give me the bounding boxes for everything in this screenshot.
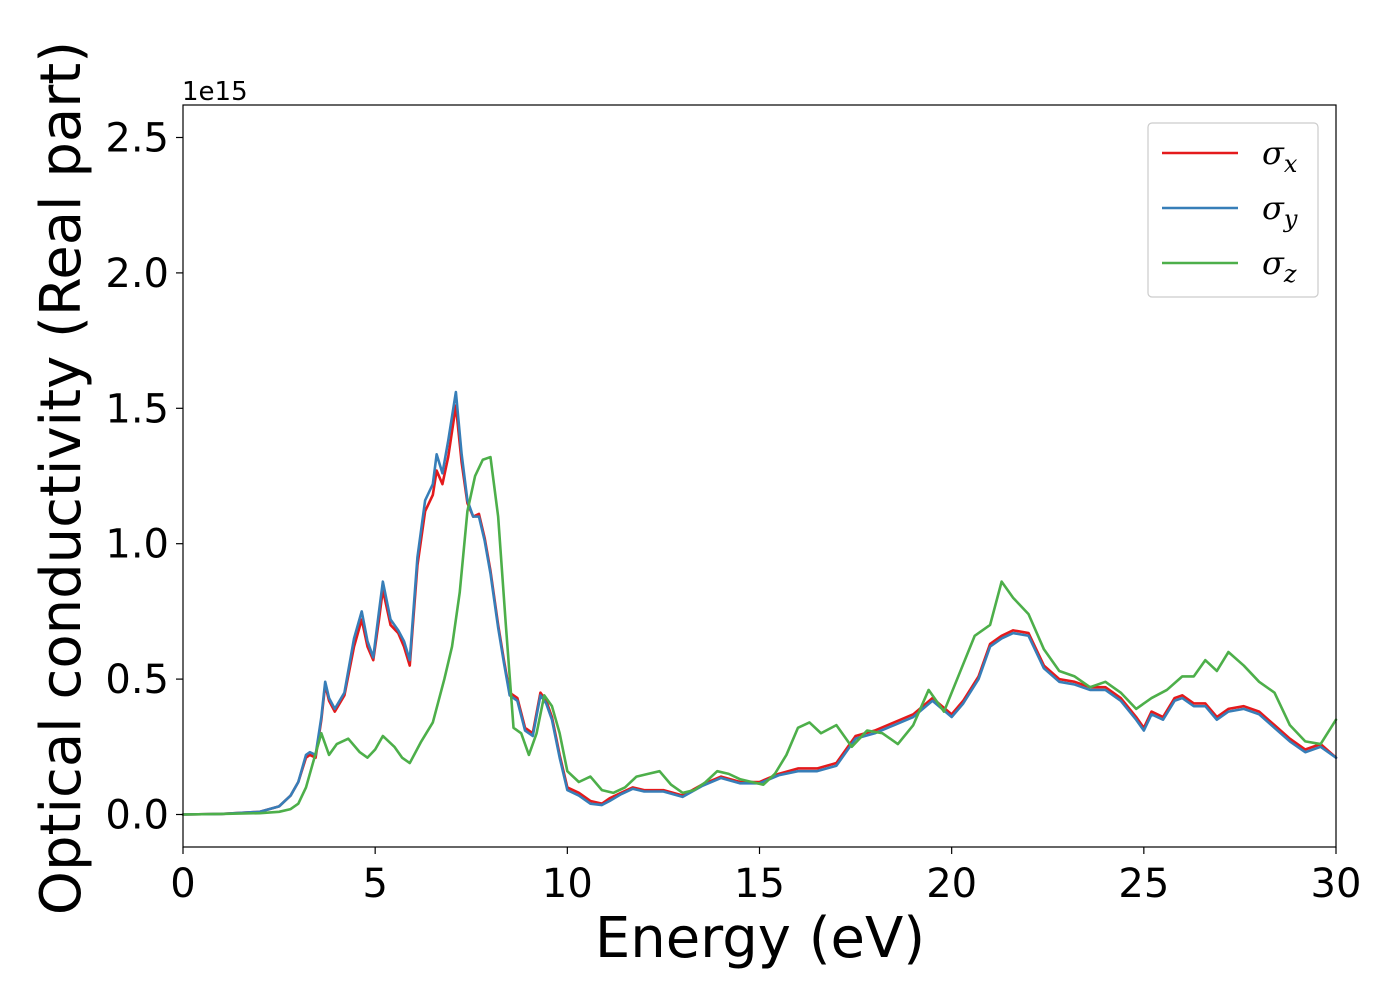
y-tick-label: 2.5	[105, 115, 169, 161]
series-layer	[181, 390, 1338, 816]
x-axis-label: Energy (eV)	[595, 906, 925, 971]
x-tick-label: 20	[926, 861, 977, 907]
x-tick-label: 0	[170, 861, 195, 907]
y-tick-label: 2.0	[105, 251, 169, 297]
y-axis-label: Optical conductivity (Real part)	[29, 41, 94, 915]
legend-box	[1147, 122, 1319, 298]
y-offset-label: 1e15	[182, 77, 248, 107]
series-line-y	[181, 390, 1338, 816]
x-tick-label: 5	[362, 861, 387, 907]
y-tick-label: 1.5	[105, 386, 169, 432]
y-tick-label: 0.5	[105, 657, 169, 703]
plot-background	[183, 105, 1336, 847]
x-tick-label: 10	[542, 861, 593, 907]
y-tick-label: 0.0	[105, 793, 169, 839]
y-axis-ticks: 0.0 0.5 1.0 1.5 2.0 2.5	[105, 115, 183, 839]
series-line-x	[181, 404, 1338, 816]
x-tick-label: 15	[734, 861, 785, 907]
x-axis-ticks: 0 5 10 15 20 25 30	[170, 847, 1361, 907]
series-line-z	[181, 455, 1338, 816]
x-tick-label: 30	[1311, 861, 1362, 907]
x-tick-label: 25	[1118, 861, 1169, 907]
y-tick-label: 1.0	[105, 522, 169, 568]
